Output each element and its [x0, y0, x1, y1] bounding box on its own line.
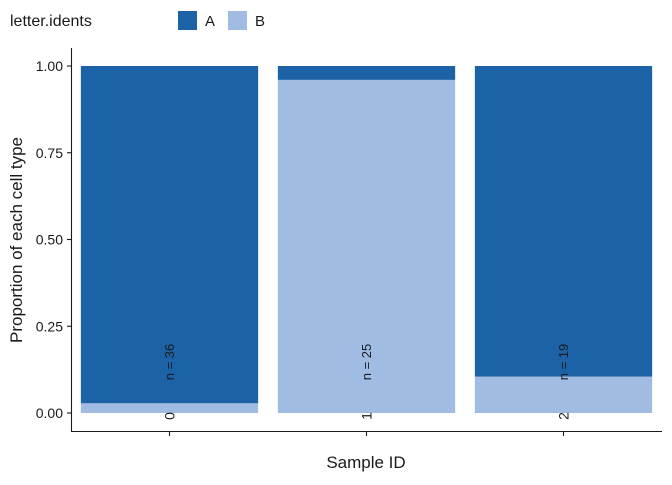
bar-segment-a-sample-0: [80, 66, 259, 404]
y-tick-label-1.00: 1.00: [36, 58, 63, 74]
annotation-layer: n = 36 n = 25 n = 19: [162, 344, 571, 381]
y-tick-label-0.75: 0.75: [36, 145, 63, 161]
x-tick-label-1: 1: [359, 412, 375, 420]
x-ticks-layer: 0 1 2: [162, 412, 572, 436]
legend-key-b: [228, 11, 247, 30]
bar-segment-b-sample-0: [80, 403, 259, 413]
x-tick-label-0: 0: [162, 412, 178, 420]
y-tick-label-0.50: 0.50: [36, 232, 63, 248]
count-annotation-sample-1: n = 25: [359, 344, 374, 381]
legend-label-a: A: [205, 13, 215, 30]
legend-title: letter.idents: [10, 13, 92, 30]
bars-layer: [80, 66, 653, 413]
y-tick-label-0.00: 0.00: [36, 405, 63, 421]
y-ticks-layer: 0.00 0.25 0.50 0.75 1.00: [36, 58, 72, 421]
y-tick-label-0.25: 0.25: [36, 318, 63, 334]
bar-segment-b-sample-1: [277, 79, 456, 413]
y-axis-title: Proportion of each cell type: [7, 137, 26, 343]
legend-key-a: [178, 11, 197, 30]
bar-segment-a-sample-2: [474, 66, 653, 377]
x-tick-label-2: 2: [556, 412, 572, 420]
count-annotation-sample-0: n = 36: [162, 344, 177, 381]
count-annotation-sample-2: n = 19: [556, 344, 571, 381]
legend: letter.idents A B: [10, 11, 265, 30]
bar-segment-a-sample-1: [277, 66, 456, 80]
legend-label-b: B: [255, 13, 265, 30]
x-axis-title: Sample ID: [326, 453, 405, 472]
bar-segment-b-sample-2: [474, 376, 653, 413]
